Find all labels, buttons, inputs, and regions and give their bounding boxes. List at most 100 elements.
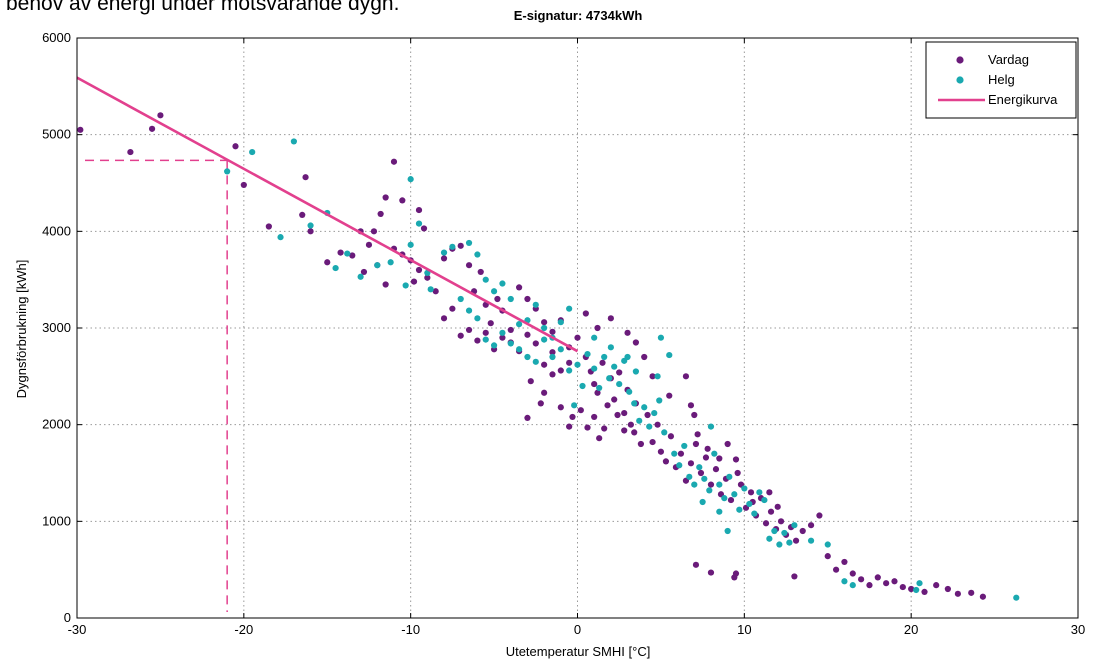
data-point-helg [636,417,643,424]
data-point-helg [579,382,586,390]
data-point-vardag [631,429,638,436]
data-point-helg [516,321,523,328]
data-point-vardag [541,361,548,368]
data-point-vardag [614,411,621,419]
data-point-vardag [731,574,738,581]
data-point-vardag [599,359,606,366]
data-point-vardag [824,553,831,560]
data-point-vardag [716,455,723,462]
data-point-vardag [724,440,731,448]
data-point-vardag [566,359,573,366]
data-point-helg [415,220,423,227]
data-point-vardag [494,295,501,303]
data-point-vardag [621,427,628,434]
data-point-vardag [524,295,531,303]
data-point-vardag [858,576,865,583]
data-point-vardag [841,558,848,566]
data-point-helg [671,450,678,457]
data-point-helg [849,582,856,589]
data-point-helg [761,496,768,504]
data-point-vardag [832,566,840,573]
grid-lines [77,38,1078,618]
data-point-vardag [621,409,628,417]
data-point-vardag [611,396,618,403]
legend-label-energikurva: Energikurva [988,92,1058,107]
data-point-vardag [432,288,439,295]
y-tick-label: 2000 [42,417,71,432]
data-point-vardag [360,268,368,276]
data-point-vardag [420,225,428,232]
x-tick-label: 0 [574,622,581,637]
data-point-helg [499,280,506,287]
data-point-helg [541,336,548,343]
legend: Vardag Helg Energikurva [925,41,1077,119]
data-point-vardag [557,367,564,374]
data-point-vardag [365,241,373,248]
data-point-helg [490,288,498,295]
y-axis-ticks: 0 1000 2000 3000 4000 5000 6000 [42,30,1078,625]
data-point-vardag [654,421,661,428]
data-point-vardag [849,570,856,577]
data-point-vardag [574,334,581,341]
data-point-vardag [240,181,247,189]
data-point-vardag [415,206,423,214]
data-point-vardag [707,481,715,488]
data-point-helg [786,539,793,546]
data-point-vardag [415,266,423,274]
data-point-helg [746,500,753,508]
data-point-helg [771,527,778,535]
data-point-helg [584,351,591,358]
data-point-helg [691,481,698,488]
legend-marker-helg [956,76,964,84]
data-point-helg [374,262,381,269]
x-tick-label: -20 [234,622,253,637]
data-point-vardag [465,262,473,269]
data-point-vardag [891,578,898,585]
data-point-helg [344,250,351,257]
data-point-vardag [637,440,644,448]
data-point-vardag [944,585,951,593]
data-point-vardag [712,466,720,473]
data-point-vardag [596,435,603,442]
data-point-vardag [816,512,823,519]
data-point-helg [566,367,573,374]
data-point-vardag [667,433,675,440]
data-point-vardag [702,454,710,461]
series-vardag [77,112,987,600]
x-tick-label: 20 [904,622,918,637]
data-point-vardag [449,305,456,312]
data-point-vardag [899,583,906,591]
data-point-vardag [657,448,665,455]
data-point-vardag [624,329,631,336]
data-point-vardag [399,197,406,204]
data-point-helg [449,243,456,250]
data-point-helg [654,373,661,380]
data-point-helg [611,363,618,370]
data-point-helg [731,491,738,498]
data-point-vardag [232,143,239,150]
data-point-vardag [424,274,431,281]
data-point-vardag [324,259,331,266]
data-point-helg [676,462,683,469]
data-point-vardag [791,573,798,580]
data-point-helg [736,506,743,513]
data-point-vardag [766,489,773,496]
data-point-vardag [541,389,548,396]
data-point-helg [566,305,573,312]
data-point-vardag [302,174,309,181]
data-point-helg [701,475,708,482]
data-point-vardag [734,469,741,477]
data-point-vardag [516,284,523,291]
data-point-vardag [440,255,448,262]
data-point-vardag [370,228,378,235]
data-point-helg [696,464,703,471]
legend-label-helg: Helg [988,72,1015,87]
y-tick-label: 5000 [42,127,71,142]
data-point-helg [631,400,638,407]
data-point-vardag [148,125,156,132]
data-point-vardag [687,402,695,409]
data-point-vardag [377,210,384,218]
legend-marker-vardag [956,56,964,64]
data-point-helg [651,409,658,417]
data-point-helg [407,241,414,248]
